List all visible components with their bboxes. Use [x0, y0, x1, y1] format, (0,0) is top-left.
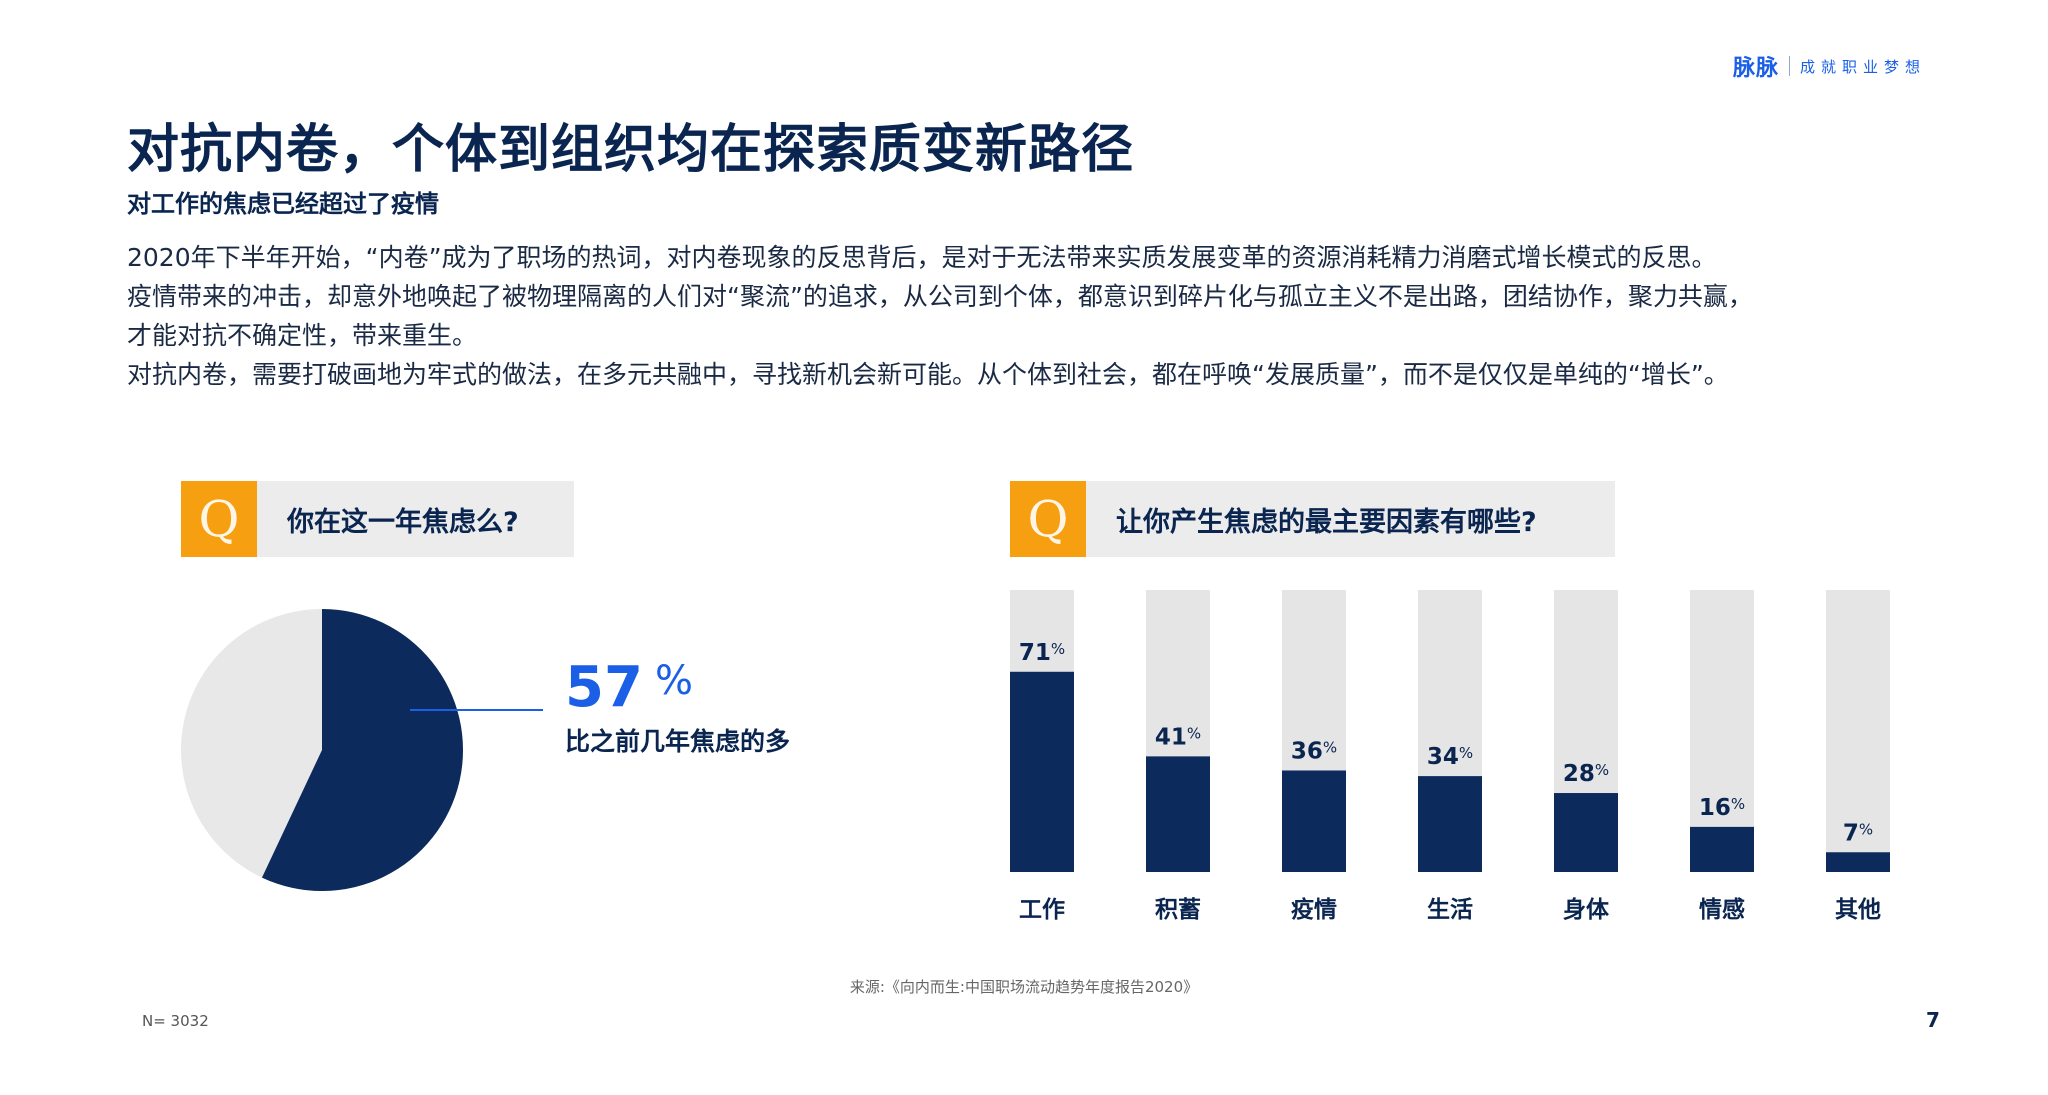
q-letter: Q	[198, 490, 240, 548]
q-icon: Q	[1010, 481, 1086, 557]
body-line: 2020年下半年开始，“内卷”成为了职场的热词，对内卷现象的反思背后，是对于无法…	[127, 243, 1717, 272]
bar-category-label: 情感	[1699, 896, 1745, 923]
bar-category-label: 身体	[1563, 896, 1610, 923]
question-text: 让你产生焦虑的最主要因素有哪些?	[1116, 506, 1537, 538]
bar-value-label: 16%	[1699, 795, 1745, 821]
question-banner-anxiety: Q 你在这一年焦虑么?	[181, 481, 574, 557]
bar-track	[1282, 590, 1346, 872]
question-text: 你在这一年焦虑么?	[287, 506, 519, 538]
bar-track	[1554, 590, 1618, 872]
pie-value-unit: %	[654, 658, 693, 704]
q-letter: Q	[1027, 490, 1069, 548]
bar-category-label: 生活	[1427, 897, 1473, 923]
pie-highlight-value: 57%	[565, 655, 693, 720]
bar-category-label: 积蓄	[1155, 897, 1201, 923]
pie-slice-main	[261, 609, 463, 891]
bar-value-label: 7%	[1843, 820, 1873, 846]
bar-value-label: 34%	[1427, 744, 1473, 770]
question-banner-factors: Q 让你产生焦虑的最主要因素有哪些?	[1010, 481, 1615, 557]
bar-category-label: 其他	[1835, 897, 1881, 923]
brand-slogan: 成就职业梦想	[1800, 57, 1927, 76]
body-line: 才能对抗不确定性，带来重生。	[127, 321, 478, 350]
bar	[1554, 793, 1618, 872]
page-title: 对抗内卷，个体到组织均在探索质变新路径	[127, 120, 1135, 180]
body-line: 对抗内卷，需要打破画地为牢式的做法，在多元共融中，寻找新机会新可能。从个体到社会…	[127, 360, 1729, 389]
bar-track	[1826, 590, 1890, 872]
bar-value-label: 71%	[1019, 640, 1065, 666]
bar-category-label: 工作	[1019, 897, 1065, 923]
bar	[1146, 756, 1210, 872]
bar	[1418, 776, 1482, 872]
brand-logo: 脉脉	[1733, 56, 1780, 81]
pie-caption: 比之前几年焦虑的多	[565, 727, 791, 756]
bar-track	[1690, 590, 1754, 872]
bar-track	[1010, 590, 1074, 872]
q-icon: Q	[181, 481, 257, 557]
bar	[1282, 770, 1346, 872]
sample-size: N= 3032	[142, 1012, 209, 1030]
brand-divider	[1789, 56, 1791, 76]
bar	[1010, 671, 1074, 872]
bar-value-label: 28%	[1563, 761, 1609, 787]
source-note: 来源:《向内而生:中国职场流动趋势年度报告2020》	[849, 978, 1199, 996]
pie-value-number: 57	[565, 655, 643, 720]
bar-value-label: 41%	[1155, 724, 1201, 750]
bar-value-label: 36%	[1291, 738, 1337, 764]
body-text: 2020年下半年开始，“内卷”成为了职场的热词，对内卷现象的反思背后，是对于无法…	[127, 238, 1957, 394]
pie-chart	[181, 609, 463, 891]
bar-track	[1146, 590, 1210, 872]
body-line: 疫情带来的冲击，却意外地唤起了被物理隔离的人们对“聚流”的追求，从公司到个体，都…	[127, 282, 1753, 311]
bar-track	[1418, 590, 1482, 872]
page-subtitle: 对工作的焦虑已经超过了疫情	[127, 190, 439, 218]
bar-category-label: 疫情	[1291, 896, 1337, 923]
page-number: 7	[1926, 1008, 1940, 1032]
brand: 脉脉 成就职业梦想	[1733, 50, 1926, 82]
bar	[1826, 852, 1890, 872]
bar	[1690, 826, 1754, 872]
